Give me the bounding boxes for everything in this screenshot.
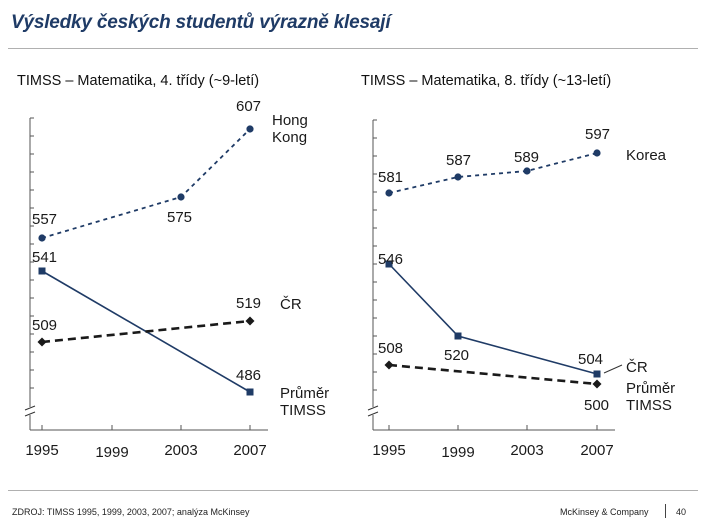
series-label-hong-kong: Hong Kong [272, 112, 308, 146]
x-tick-label-1995: 1995 [372, 442, 405, 459]
data-point-cr-1995 [38, 267, 46, 275]
data-label-cr-1995: 541 [32, 249, 57, 266]
data-label-cr-2007: 486 [236, 367, 261, 384]
footer-divider [8, 490, 698, 491]
data-label-cr-1999: 520 [444, 347, 469, 364]
data-label-cr-2007: 504 [578, 351, 603, 368]
series-line-korea [388, 152, 598, 194]
footer-separator [665, 504, 666, 518]
data-point-cr-2007 [246, 388, 254, 396]
axis-break-mark [367, 411, 379, 417]
data-label-korea-2007: 597 [585, 126, 610, 143]
data-point-korea-2007 [593, 149, 601, 157]
series-label-prumer-timss: Průměr TIMSS [626, 380, 675, 414]
data-label-hong-kong-2007: 607 [236, 98, 261, 115]
data-point-korea-1995 [385, 189, 393, 197]
chart-right: 1995 1999 2003 2007 581 587 589 597 Korea 546 520 5… [367, 119, 675, 461]
data-label-hong-kong-2003: 575 [167, 209, 192, 226]
chart-right-title: TIMSS – Matematika, 8. třídy (~13-letí) [361, 73, 612, 89]
axis-break-mark [367, 405, 379, 411]
x-tick-label-1999: 1999 [441, 444, 474, 461]
axis-break-mark [24, 411, 36, 417]
footer-brand: McKinsey & Company [560, 507, 649, 517]
charts-canvas: 1995 1999 2003 2007 557 575 607 Hong Kong 541 486 Č… [24, 98, 675, 461]
data-label-hong-kong-1995: 557 [32, 211, 57, 228]
data-label-prumer-timss-1995: 509 [32, 317, 57, 334]
data-point-cr-1999 [454, 332, 462, 340]
data-label-prumer-timss-2007: 519 [236, 295, 261, 312]
data-label-prumer-timss-2007: 500 [584, 397, 609, 414]
data-point-prumer-timss-2007 [592, 379, 602, 389]
data-point-cr-1995 [385, 260, 393, 268]
title-divider [8, 48, 698, 49]
x-tick-label-2007: 2007 [233, 442, 266, 459]
footer-source: ZDROJ: TIMSS 1995, 1999, 2003, 2007; ana… [12, 507, 250, 517]
series-line-prumer-timss [41, 319, 251, 344]
data-label-korea-1999: 587 [446, 152, 471, 169]
page-number: 40 [676, 507, 687, 517]
series-label-cr: ČR [280, 296, 302, 313]
data-point-hong-kong-1995 [38, 234, 46, 242]
page-title: Výsledky českých studentů výrazně klesaj… [11, 12, 391, 33]
data-point-korea-2003 [523, 167, 531, 175]
data-point-cr-2007 [593, 370, 601, 378]
series-label-prumer-timss: Průměr TIMSS [280, 385, 329, 419]
data-label-korea-2003: 589 [514, 149, 539, 166]
data-label-cr-1995: 546 [378, 251, 403, 268]
label-leader-line [603, 364, 623, 374]
x-tick-label-2007: 2007 [580, 442, 613, 459]
x-tick-label-1995: 1995 [25, 442, 58, 459]
x-tick-label-2003: 2003 [510, 442, 543, 459]
data-point-hong-kong-2003 [177, 193, 185, 201]
series-line-prumer-timss [388, 363, 598, 386]
x-tick-label-1999: 1999 [95, 444, 128, 461]
series-label-korea: Korea [626, 147, 667, 164]
data-point-korea-1999 [454, 173, 462, 181]
chart-left: 1995 1999 2003 2007 557 575 607 Hong Kong 541 486 Č… [24, 98, 329, 461]
data-point-hong-kong-2007 [246, 125, 254, 133]
x-tick-label-2003: 2003 [164, 442, 197, 459]
series-label-cr: ČR [626, 359, 648, 376]
data-point-prumer-timss-1995 [384, 360, 394, 370]
axis-break-mark [24, 405, 36, 411]
chart-left-title: TIMSS – Matematika, 4. třídy (~9-letí) [17, 73, 260, 89]
data-label-korea-1995: 581 [378, 169, 403, 186]
data-point-prumer-timss-1995 [37, 337, 47, 347]
series-line-cr [388, 263, 598, 375]
data-point-prumer-timss-2007 [245, 316, 255, 326]
series-line-hong-kong [41, 128, 251, 239]
data-label-prumer-timss-1995: 508 [378, 340, 403, 357]
